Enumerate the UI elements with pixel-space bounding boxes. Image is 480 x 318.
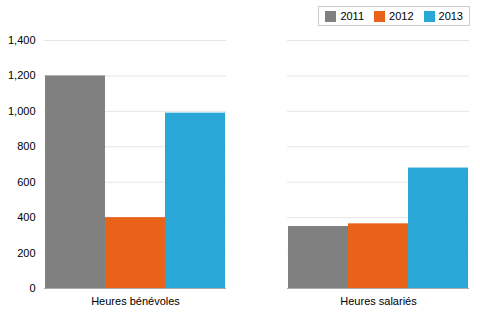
svg-text:200: 200 <box>17 247 35 259</box>
svg-text:1,000: 1,000 <box>8 105 36 117</box>
svg-text:Heures bénévoles: Heures bénévoles <box>91 295 180 307</box>
svg-text:800: 800 <box>17 140 35 152</box>
svg-text:Heures salariés: Heures salariés <box>340 295 417 307</box>
html-text:2013: 2013 <box>438 10 463 22</box>
html-text:2011: 2011 <box>340 10 364 22</box>
svg-text:1,400: 1,400 <box>8 34 36 46</box>
svg-text:1,200: 1,200 <box>8 69 36 81</box>
svg-text:400: 400 <box>17 211 35 223</box>
svg-text:0: 0 <box>29 282 35 294</box>
html-text:2012: 2012 <box>389 10 414 22</box>
svg-text:600: 600 <box>17 176 35 188</box>
